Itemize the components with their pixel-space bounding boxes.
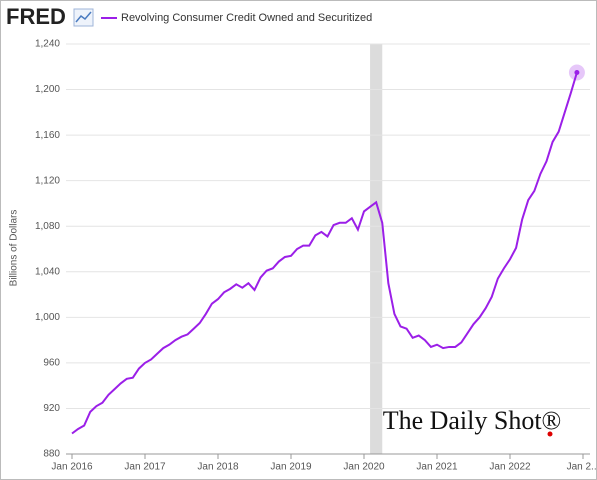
- legend-label: Revolving Consumer Credit Owned and Secu…: [121, 12, 372, 24]
- y-tick-label: 1,000: [35, 312, 60, 323]
- data-line: [71, 72, 578, 435]
- watermark-dot: [547, 431, 553, 437]
- y-tick-label: 1,240: [35, 39, 60, 50]
- y-tick-label: 960: [43, 358, 60, 369]
- x-tick-label: Jan 2018: [197, 462, 239, 473]
- y-tick-label: 1,040: [35, 266, 60, 277]
- brand-icon: [73, 8, 94, 27]
- y-tick-label: 880: [43, 449, 60, 460]
- brand: FRED: [6, 4, 66, 29]
- x-tick-label: Jan 2022: [489, 462, 531, 473]
- recession-band: [370, 44, 383, 454]
- x-tick-label: Jan 2019: [270, 462, 312, 473]
- y-axis-label: Billions of Dollars: [9, 210, 20, 287]
- x-tick-label: Jan 2...: [567, 462, 597, 473]
- y-tick-label: 1,120: [35, 175, 60, 186]
- y-tick-label: 1,160: [35, 130, 60, 141]
- x-tick-label: Jan 2017: [124, 462, 166, 473]
- y-tick-label: 1,200: [35, 84, 60, 95]
- x-tick-label: Jan 2020: [343, 462, 385, 473]
- watermark: The Daily Shot®: [383, 406, 562, 435]
- last-point: [574, 69, 580, 75]
- y-tick-label: 1,080: [35, 221, 60, 232]
- x-tick-label: Jan 2021: [416, 462, 458, 473]
- y-tick-label: 920: [43, 403, 60, 414]
- x-tick-label: Jan 2016: [51, 462, 93, 473]
